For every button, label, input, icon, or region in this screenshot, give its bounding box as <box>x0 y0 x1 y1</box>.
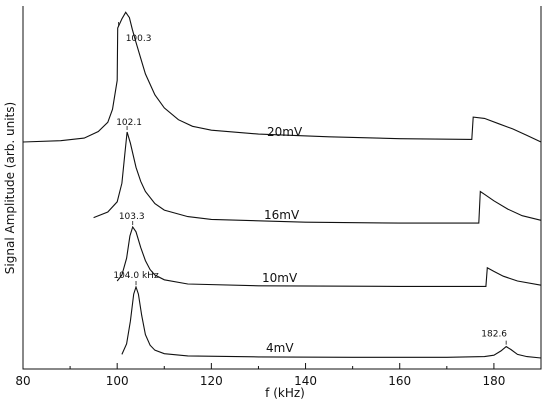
x-tick-label-140: 140 <box>294 374 317 388</box>
series-16mV-line <box>93 131 542 224</box>
peak-label: 104.0 kHz <box>113 271 159 281</box>
plot-frame <box>22 6 542 370</box>
peak-label: 182.6 <box>481 330 507 340</box>
x-tick-label-160: 160 <box>388 374 411 388</box>
curves <box>22 11 542 359</box>
labels: 4mV 104.0 kHz 182.6 10mV 103.3 16mV 102.1 20mV 1… <box>113 22 507 355</box>
x-tick-label-120: 120 <box>200 374 223 388</box>
axes: 80 100 120 140 160 180 <box>15 6 542 388</box>
series-label-4mV: 4mV <box>266 341 294 355</box>
series-label-10mV: 10mV <box>262 271 298 285</box>
peak-label: 103.3 <box>119 212 145 222</box>
series-label-20mV: 20mV <box>267 125 303 139</box>
series-4mV-line <box>121 285 542 359</box>
x-axis-title: f (kHz) <box>265 386 305 400</box>
series-10mV-line <box>116 225 542 287</box>
series-20mV-line <box>22 11 542 143</box>
peak-label: 102.1 <box>116 118 142 128</box>
x-tick-label-180: 180 <box>482 374 505 388</box>
series-label-16mV: 16mV <box>264 208 300 222</box>
y-axis-title: Signal Amplitude (arb. units) <box>3 102 17 274</box>
x-tick-label-80: 80 <box>15 374 30 388</box>
peak-label: 100.3 <box>126 34 152 44</box>
x-tick-label-100: 100 <box>106 374 129 388</box>
